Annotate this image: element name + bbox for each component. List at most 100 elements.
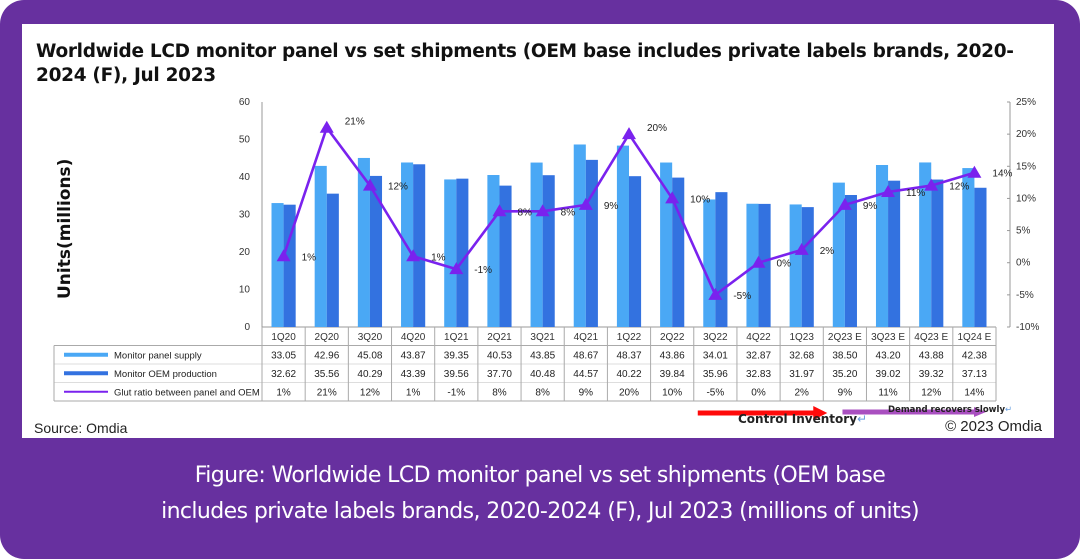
table-cell-oem-production: 32.83 bbox=[746, 369, 771, 380]
table-cell-oem-production: 39.32 bbox=[919, 369, 944, 380]
annotation-demand-recovers-text: Demand recovers slowly bbox=[888, 405, 1005, 415]
bar-panel-supply bbox=[789, 204, 802, 327]
glut-ratio-marker bbox=[362, 178, 377, 191]
bar-panel-supply bbox=[573, 144, 586, 327]
table-cell-panel-supply: 42.38 bbox=[962, 351, 987, 362]
annotation-control-inventory: Control Inventory↵ bbox=[738, 412, 867, 426]
x-tick-label: 4Q20 bbox=[401, 332, 426, 343]
y-right-tick-label: 25% bbox=[1016, 97, 1036, 108]
glut-ratio-data-label: 8% bbox=[561, 207, 576, 218]
table-cell-glut-ratio: 12% bbox=[921, 388, 941, 399]
glut-ratio-data-label: 21% bbox=[345, 117, 365, 128]
x-tick-label: 4Q21 bbox=[574, 332, 599, 343]
glut-ratio-data-label: -1% bbox=[474, 265, 492, 276]
x-tick-label: 2Q23 E bbox=[828, 332, 862, 343]
table-cell-oem-production: 32.62 bbox=[271, 369, 296, 380]
x-tick-label: 1Q22 bbox=[617, 332, 642, 343]
table-cell-glut-ratio: 12% bbox=[360, 388, 380, 399]
glut-ratio-marker bbox=[751, 255, 766, 268]
x-tick-label: 4Q22 bbox=[746, 332, 771, 343]
x-tick-label: 2Q21 bbox=[487, 332, 512, 343]
y-tick-label: 20 bbox=[239, 247, 251, 258]
bar-panel-supply bbox=[660, 162, 673, 327]
table-cell-panel-supply: 43.86 bbox=[660, 351, 685, 362]
table-cell-panel-supply: 34.01 bbox=[703, 351, 728, 362]
glut-ratio-data-label: 11% bbox=[906, 188, 925, 199]
legend-label: Glut ratio between panel and OEM bbox=[114, 387, 260, 398]
figure-caption: Figure: Worldwide LCD monitor panel vs s… bbox=[0, 458, 1080, 530]
table-cell-oem-production: 39.84 bbox=[660, 369, 685, 380]
x-tick-label: 1Q20 bbox=[271, 332, 296, 343]
bar-panel-supply bbox=[616, 145, 629, 327]
caption-line-1: Figure: Worldwide LCD monitor panel vs s… bbox=[194, 463, 886, 488]
glut-ratio-marker bbox=[449, 262, 464, 275]
bar-panel-supply bbox=[444, 179, 457, 327]
table-cell-glut-ratio: 21% bbox=[317, 388, 337, 399]
bar-oem-production bbox=[888, 180, 901, 327]
y-right-tick-label: 10% bbox=[1016, 193, 1036, 204]
table-cell-panel-supply: 38.50 bbox=[832, 351, 857, 362]
glut-ratio-marker bbox=[924, 178, 939, 191]
bar-panel-supply bbox=[530, 162, 543, 327]
x-tick-label: 3Q21 bbox=[530, 332, 555, 343]
bar-panel-supply bbox=[314, 165, 327, 327]
table-cell-glut-ratio: 1% bbox=[276, 388, 291, 399]
annotation-control-inventory-text: Control Inventory bbox=[738, 412, 858, 426]
copyright-label: © 2023 Omdia bbox=[945, 418, 1042, 435]
bar-oem-production bbox=[499, 185, 512, 327]
y-tick-label: 10 bbox=[239, 285, 251, 296]
bar-panel-supply bbox=[832, 182, 845, 327]
table-cell-oem-production: 35.56 bbox=[314, 369, 339, 380]
bar-oem-production bbox=[326, 193, 339, 327]
bar-oem-production bbox=[456, 178, 469, 327]
bar-panel-supply bbox=[875, 165, 889, 327]
y-right-tick-label: 15% bbox=[1016, 161, 1036, 172]
table-cell-oem-production: 31.97 bbox=[789, 369, 814, 380]
bar-oem-production bbox=[369, 175, 383, 327]
glut-ratio-data-label: 9% bbox=[863, 201, 878, 212]
bar-oem-production bbox=[931, 179, 944, 327]
table-cell-panel-supply: 43.87 bbox=[401, 351, 426, 362]
y-tick-label: 60 bbox=[239, 97, 251, 108]
y-tick-label: 50 bbox=[239, 135, 251, 146]
glut-ratio-marker bbox=[406, 249, 421, 262]
glut-ratio-marker bbox=[535, 204, 550, 217]
table-cell-panel-supply: 45.08 bbox=[357, 351, 382, 362]
table-cell-oem-production: 35.20 bbox=[832, 369, 857, 380]
table-cell-panel-supply: 43.88 bbox=[919, 351, 944, 362]
x-tick-label: 3Q22 bbox=[703, 332, 728, 343]
x-tick-label: 1Q21 bbox=[444, 332, 469, 343]
bar-panel-supply bbox=[962, 168, 975, 327]
table-cell-oem-production: 39.02 bbox=[876, 369, 901, 380]
y-right-tick-label: -5% bbox=[1016, 290, 1034, 301]
table-cell-oem-production: 40.29 bbox=[357, 369, 382, 380]
bar-oem-production bbox=[758, 203, 771, 327]
table-cell-panel-supply: 48.37 bbox=[616, 351, 641, 362]
glut-ratio-data-label: 1% bbox=[302, 252, 317, 263]
glut-ratio-data-label: 8% bbox=[517, 207, 532, 218]
chart-panel: Worldwide LCD monitor panel vs set shipm… bbox=[22, 24, 1054, 438]
table-cell-oem-production: 40.22 bbox=[616, 369, 641, 380]
glut-ratio-data-label: 12% bbox=[949, 182, 969, 193]
table-cell-glut-ratio: 8% bbox=[492, 388, 507, 399]
bar-oem-production bbox=[974, 187, 987, 327]
bar-oem-production bbox=[413, 164, 426, 327]
bar-oem-production bbox=[585, 159, 598, 327]
y-tick-label: 40 bbox=[239, 172, 251, 183]
return-mark-icon: ↵ bbox=[1004, 405, 1013, 415]
table-cell-glut-ratio: 8% bbox=[535, 388, 550, 399]
bar-oem-production bbox=[715, 192, 728, 327]
table-cell-panel-supply: 43.20 bbox=[876, 351, 901, 362]
glut-ratio-data-label: 2% bbox=[820, 246, 835, 257]
bar-panel-supply bbox=[271, 203, 284, 327]
table-cell-oem-production: 40.48 bbox=[530, 369, 555, 380]
glut-ratio-data-label: 0% bbox=[777, 259, 792, 270]
y-right-tick-label: 0% bbox=[1016, 258, 1031, 269]
return-mark-icon: ↵ bbox=[857, 412, 868, 426]
table-cell-glut-ratio: 9% bbox=[838, 388, 853, 399]
chart-svg: 0 10 20 30 40 50 60 -10% -5% 0% 5% 10% 15% 20% 25% 1% 21… bbox=[53, 97, 1039, 420]
table-cell-glut-ratio: 2% bbox=[794, 388, 809, 399]
legend-label: Monitor OEM production bbox=[114, 369, 217, 380]
glut-ratio-data-label: 14% bbox=[992, 169, 1012, 180]
table-cell-glut-ratio: 10% bbox=[662, 388, 682, 399]
